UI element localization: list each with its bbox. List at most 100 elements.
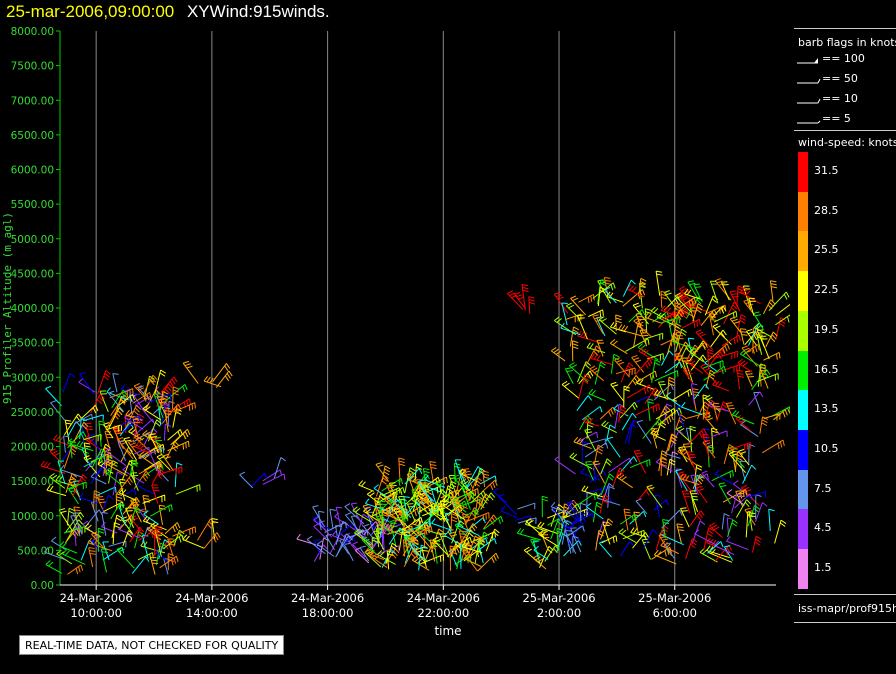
barb-flag bbox=[770, 299, 776, 305]
barb-shaft bbox=[64, 420, 70, 442]
barb-shaft bbox=[599, 406, 614, 420]
barb-flag bbox=[449, 531, 456, 535]
barb-flag bbox=[598, 316, 605, 321]
wind-barb bbox=[721, 334, 741, 347]
barb-flag bbox=[374, 497, 381, 500]
barb-shaft bbox=[713, 310, 737, 323]
barb-flag bbox=[86, 524, 92, 530]
barb-flag bbox=[67, 438, 73, 444]
barb-shaft bbox=[165, 384, 186, 402]
barb-flag bbox=[184, 431, 189, 438]
barb-flag bbox=[692, 391, 699, 394]
barb-flag bbox=[720, 541, 724, 548]
barb-flag bbox=[156, 453, 163, 458]
barb-flag bbox=[160, 369, 166, 374]
barb-shaft bbox=[566, 502, 581, 521]
wind-barb bbox=[354, 547, 370, 564]
barb-flag bbox=[435, 478, 439, 485]
barb-flag bbox=[706, 545, 711, 551]
barb-flag bbox=[51, 536, 57, 542]
barb-flag bbox=[94, 405, 99, 412]
barb-flag bbox=[484, 496, 490, 502]
wind-barb bbox=[117, 440, 126, 462]
barb-flag bbox=[679, 295, 686, 299]
barb-flag bbox=[737, 291, 744, 295]
barb-flag bbox=[443, 501, 449, 507]
barb-flag bbox=[142, 475, 147, 482]
barb-shaft bbox=[363, 521, 377, 536]
barb-flag bbox=[355, 547, 361, 551]
wind-barb bbox=[112, 471, 123, 496]
barb-shaft bbox=[58, 509, 74, 532]
barb-flag bbox=[137, 419, 144, 424]
wind-barb bbox=[721, 513, 730, 530]
wind-barb bbox=[731, 493, 743, 514]
barb-flag bbox=[633, 528, 638, 534]
wind-barb bbox=[606, 424, 616, 442]
barb-flag bbox=[599, 364, 606, 369]
wind-barb bbox=[748, 391, 764, 406]
barb-flag bbox=[374, 555, 380, 560]
barb-shaft bbox=[118, 505, 127, 526]
barb-flag bbox=[79, 372, 86, 375]
wind-barb bbox=[482, 470, 490, 488]
wind-barb bbox=[418, 502, 436, 513]
wind-barb bbox=[419, 485, 442, 496]
barb-shaft bbox=[138, 510, 150, 525]
x-tick-label: 24-Mar-2006 bbox=[407, 591, 480, 605]
wind-barb bbox=[457, 520, 480, 537]
barb-flag bbox=[523, 546, 530, 551]
wind-barb bbox=[763, 351, 781, 361]
barb-shaft bbox=[709, 281, 719, 304]
barb-shaft bbox=[398, 529, 404, 551]
wind-barb bbox=[76, 440, 94, 452]
barb-flag bbox=[728, 451, 735, 455]
wind-barb bbox=[146, 393, 172, 404]
barb-flag bbox=[681, 402, 686, 408]
barb-flag bbox=[566, 500, 573, 504]
wind-barb bbox=[621, 412, 637, 431]
barb-flag bbox=[661, 293, 668, 297]
barb-shaft bbox=[765, 331, 774, 347]
wind-barb bbox=[718, 482, 731, 505]
barb-flag bbox=[113, 427, 120, 429]
barb-flag bbox=[681, 510, 688, 512]
wind-barb bbox=[728, 451, 746, 474]
wind-barb bbox=[431, 518, 451, 531]
x-tick-label: 10:00:00 bbox=[70, 606, 122, 620]
barb-flag bbox=[459, 506, 465, 512]
barb-flag bbox=[655, 457, 662, 463]
wind-barb bbox=[624, 375, 641, 391]
barb-flag bbox=[103, 422, 110, 425]
barb-flag bbox=[149, 527, 155, 532]
wind-barb bbox=[306, 535, 326, 555]
wind-barb bbox=[541, 495, 549, 518]
wind-barb bbox=[82, 414, 104, 422]
wind-barb bbox=[618, 405, 627, 423]
barb-flag bbox=[595, 319, 602, 322]
barb-flag bbox=[691, 540, 697, 546]
wind-barb bbox=[687, 428, 707, 446]
barb-flag bbox=[516, 528, 522, 534]
barb-flag bbox=[739, 320, 746, 324]
wind-barb bbox=[594, 361, 606, 385]
barb-shaft bbox=[711, 428, 714, 454]
barb-shaft bbox=[461, 486, 471, 510]
barb-flag bbox=[128, 477, 133, 483]
barb-flag bbox=[451, 516, 458, 520]
colorbar-swatch bbox=[798, 549, 808, 589]
barb-flag bbox=[613, 404, 619, 410]
wind-barb bbox=[581, 406, 603, 421]
wind-barb bbox=[165, 384, 188, 402]
barb-shaft bbox=[657, 414, 672, 426]
wind-barb bbox=[661, 509, 683, 529]
barb-shaft bbox=[103, 423, 114, 439]
barb-flag bbox=[129, 422, 134, 429]
barb-flag bbox=[714, 540, 720, 546]
barb-shaft bbox=[585, 345, 597, 366]
x-tick-label: 2:00:00 bbox=[537, 606, 581, 620]
barb-flag bbox=[156, 528, 163, 531]
barb-shaft bbox=[464, 507, 475, 526]
barb-flag bbox=[172, 389, 179, 393]
barb-flag bbox=[188, 404, 191, 411]
